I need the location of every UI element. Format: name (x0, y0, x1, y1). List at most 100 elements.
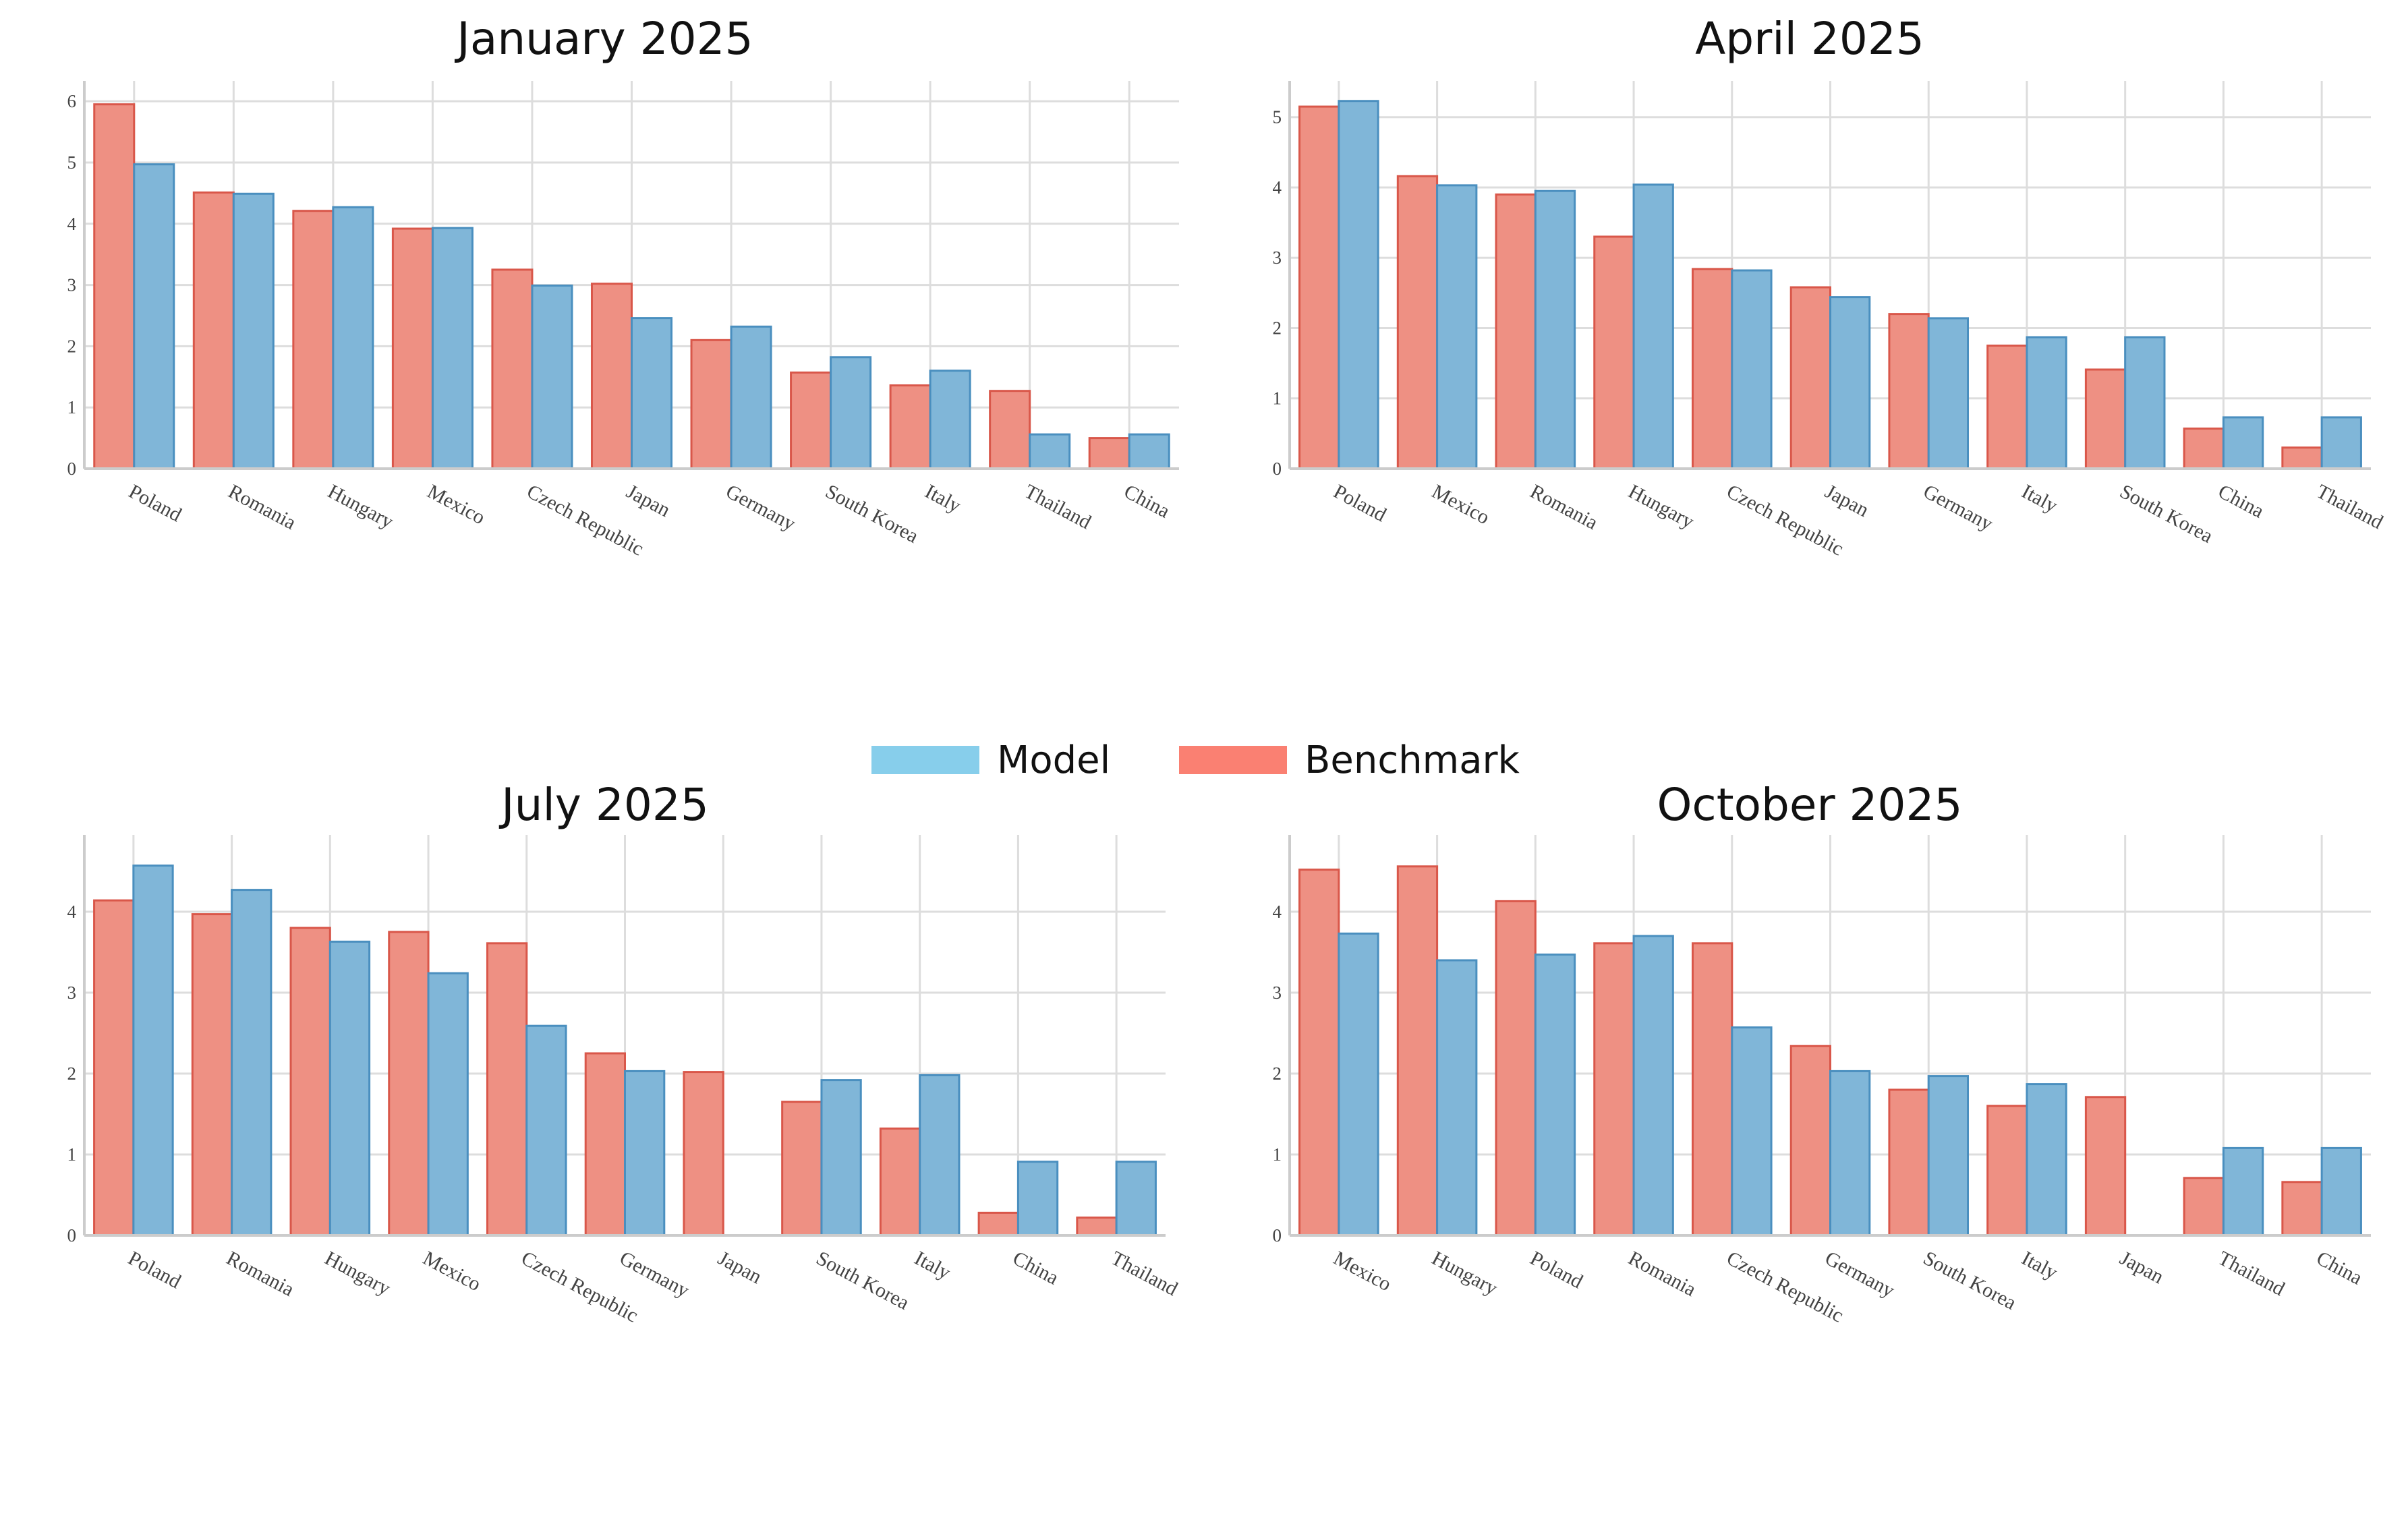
bar-model-romania (231, 889, 273, 1237)
y-tick-label: 4 (67, 902, 77, 922)
bar-model-hungary (1632, 183, 1674, 470)
y-tick-label: 4 (1273, 177, 1282, 198)
x-tick-label: China (2313, 1247, 2366, 1289)
bars (93, 865, 1157, 1237)
x-tick-label: Japan (714, 1247, 766, 1288)
bar-benchmark-mexico (1396, 175, 1439, 470)
bar-model-south-korea (1927, 1075, 1970, 1237)
bar-model-italy (919, 1074, 961, 1237)
bar-model-china (2320, 1146, 2362, 1237)
bar-benchmark-china (2281, 1181, 2323, 1237)
panel-october-2025: October 2025 0 1 2 3 4 Mexico Hungary Poland Rom… (1273, 779, 2371, 1327)
bar-benchmark-mexico (1298, 869, 1340, 1237)
y-tick-label: 0 (1273, 459, 1282, 479)
bar-model-czech-republic (1731, 269, 1773, 470)
y-tick-label: 5 (67, 152, 77, 173)
bar-benchmark-hungary (292, 210, 335, 470)
legend-benchmark-label: Benchmark (1305, 738, 1520, 782)
x-tick-label: South Korea (2116, 480, 2216, 548)
bar-benchmark-czech-republic (486, 942, 528, 1237)
bar-benchmark-hungary (1396, 865, 1439, 1237)
bar-benchmark-poland (1495, 900, 1537, 1237)
bar-benchmark-south-korea (2084, 368, 2127, 470)
bar-model-poland (1338, 100, 1379, 470)
bar-model-hungary (1436, 959, 1478, 1237)
bar-model-romania (1534, 189, 1576, 470)
y-tick-label: 0 (1273, 1225, 1282, 1246)
panel-title: April 2025 (1695, 13, 1924, 65)
x-tick-label: South Korea (813, 1247, 913, 1314)
x-tick-label: Thailand (1021, 480, 1095, 533)
x-tick-label: Italy (911, 1247, 954, 1284)
x-tick-label: Hungary (324, 480, 397, 533)
x-tick-label: Romania (1526, 480, 1601, 534)
x-tick-label: Hungary (1428, 1247, 1501, 1299)
bars (1298, 865, 2362, 1237)
bar-model-japan (1829, 296, 1871, 470)
bar-benchmark-thailand (989, 390, 1031, 470)
bar-model-italy (2026, 336, 2067, 470)
bar-model-germany (624, 1070, 666, 1237)
legend-model-label: Model (997, 738, 1110, 782)
bar-model-romania (232, 192, 275, 470)
y-tick-label: 6 (67, 91, 77, 111)
x-tick-label: China (1009, 1247, 1062, 1289)
y-tick-label: 3 (1273, 247, 1282, 268)
bar-benchmark-mexico (391, 227, 434, 470)
bar-benchmark-hungary (1593, 235, 1635, 470)
x-tick-labels: Mexico Hungary Poland Romania Czech Republic… (1330, 1247, 2366, 1327)
bar-benchmark-south-korea (781, 1101, 823, 1237)
panel-july-2025: July 2025 0 1 2 3 4 Poland Romania Hungary Mexic… (67, 779, 1182, 1327)
bar-model-mexico (1436, 184, 1478, 470)
bar-benchmark-romania (1593, 942, 1635, 1237)
x-tick-label: China (1120, 480, 1174, 523)
bar-model-hungary (328, 940, 371, 1237)
bar-model-poland (1534, 954, 1576, 1237)
y-tick-label: 2 (1273, 1063, 1282, 1084)
x-tick-label: Germany (1920, 480, 1997, 535)
bar-model-china (1128, 433, 1170, 470)
bar-model-germany (1927, 317, 1970, 470)
panel-title: January 2025 (454, 13, 753, 65)
y-tick-label: 2 (1273, 318, 1282, 338)
bar-model-germany (730, 325, 772, 470)
bar-benchmark-poland (1298, 105, 1340, 470)
bar-benchmark-japan (590, 283, 633, 470)
y-tick-label: 3 (1273, 983, 1282, 1003)
bar-model-south-korea (2124, 336, 2166, 470)
y-tick-label: 1 (67, 397, 77, 417)
bar-model-italy (2026, 1083, 2067, 1237)
bar-model-south-korea (820, 1079, 862, 1237)
bar-benchmark-romania (191, 913, 233, 1237)
bar-model-poland (132, 865, 174, 1237)
x-tick-label: Poland (125, 1247, 185, 1293)
x-tick-label: Thailand (1108, 1247, 1182, 1300)
bar-model-italy (929, 370, 971, 470)
x-tick-label: Poland (1330, 480, 1390, 526)
bar-model-china (1016, 1161, 1059, 1237)
bar-benchmark-thailand (2183, 1177, 2225, 1237)
bar-model-japan (631, 317, 673, 470)
x-tick-label: Mexico (1428, 480, 1493, 529)
bar-benchmark-japan (2084, 1096, 2127, 1237)
panel-title: October 2025 (1657, 779, 1962, 831)
bar-benchmark-czech-republic (1691, 268, 1733, 470)
x-tick-label: South Korea (1920, 1247, 2020, 1314)
x-tick-label: Germany (1821, 1247, 1898, 1302)
bar-benchmark-japan (1789, 286, 1831, 470)
bar-benchmark-czech-republic (491, 268, 534, 470)
bar-model-germany (1829, 1070, 1871, 1237)
x-tick-label: Mexico (424, 480, 488, 529)
x-tick-label: Romania (225, 480, 299, 534)
bar-model-thailand (2222, 1146, 2264, 1237)
bar-benchmark-poland (93, 899, 135, 1237)
bar-benchmark-germany (1789, 1045, 1831, 1237)
x-tick-label: Romania (223, 1247, 297, 1301)
bar-benchmark-china (977, 1211, 1019, 1237)
bar-benchmark-south-korea (1888, 1088, 1930, 1237)
x-tick-label: Italy (921, 480, 965, 517)
bar-model-south-korea (830, 356, 872, 470)
x-tick-label: Romania (1625, 1247, 1700, 1301)
y-tick-label: 2 (67, 336, 77, 356)
x-tick-label: Italy (2018, 1247, 2061, 1284)
